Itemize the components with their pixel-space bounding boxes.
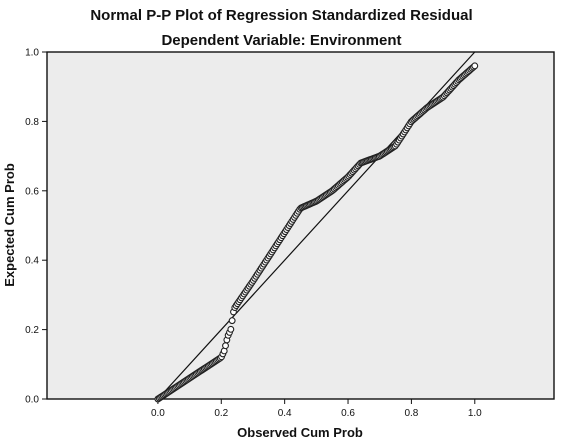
data-point — [228, 317, 236, 325]
x-axis-title: Observed Cum Prob — [237, 425, 363, 440]
x-tick-label: 0.0 — [151, 408, 165, 419]
data-point — [471, 62, 479, 70]
x-tick-label: 0.4 — [278, 408, 292, 419]
chart-title: Normal P-P Plot of Regression Standardiz… — [90, 7, 472, 24]
data-points — [154, 62, 479, 403]
y-axis-title: Expected Cum Prob — [2, 163, 17, 287]
x-tick-label: 0.6 — [341, 408, 355, 419]
x-tick-label: 1.0 — [468, 408, 482, 419]
x-tick-label: 0.8 — [404, 408, 418, 419]
x-tick-label: 0.2 — [214, 408, 228, 419]
y-tick-label: 0.8 — [25, 117, 39, 128]
y-tick-label: 0.6 — [25, 186, 39, 197]
x-axis: 0.0 0.2 0.4 0.6 0.8 1.0 — [151, 399, 482, 419]
data-point — [227, 325, 235, 333]
y-axis: 0.0 0.2 0.4 0.6 0.8 1.0 — [25, 48, 47, 406]
y-tick-label: 0.0 — [25, 395, 39, 406]
data-point — [222, 342, 229, 350]
y-tick-label: 0.2 — [25, 325, 39, 336]
plot-area — [46, 51, 555, 400]
chart-subtitle: Dependent Variable: Environment — [161, 32, 401, 49]
y-tick-label: 0.4 — [25, 256, 39, 267]
y-tick-label: 1.0 — [25, 48, 39, 59]
